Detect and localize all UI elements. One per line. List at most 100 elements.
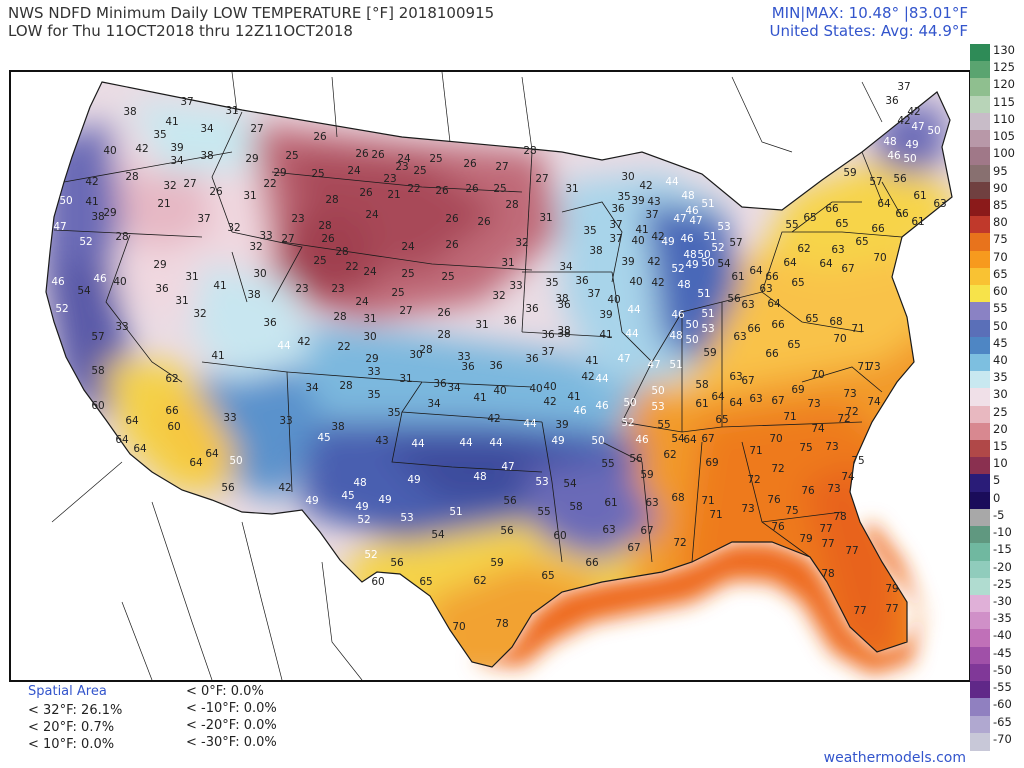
temperature-value-label: 51 — [697, 288, 710, 300]
temperature-value-label: 23 — [295, 283, 308, 295]
temperature-value-label: 36 — [503, 315, 517, 327]
temperature-value-label: 25 — [493, 183, 506, 195]
colorbar-tick-label: -50 — [993, 662, 1012, 677]
temperature-value-label: 68 — [671, 492, 684, 504]
temperature-value-label: 77 — [845, 545, 858, 557]
temperature-value-label: 26 — [435, 185, 449, 197]
temperature-value-label: 50 — [685, 334, 698, 346]
temperature-value-label: 64 — [683, 434, 697, 446]
temperature-value-label: 36 — [489, 360, 503, 372]
temperature-value-label: 50 — [927, 125, 940, 137]
temperature-value-label: 70 — [873, 252, 886, 264]
colorbar-segment — [970, 595, 990, 613]
temperature-value-label: 31 — [175, 295, 188, 307]
temperature-value-label: 35 — [387, 407, 400, 419]
temperature-value-label: 22 — [263, 178, 276, 190]
colorbar-segment — [970, 353, 990, 372]
colorbar-segment — [970, 233, 990, 252]
colorbar-segment — [970, 44, 990, 62]
temperature-value-label: 71 — [857, 361, 870, 373]
colorbar-tick-label: 120 — [993, 77, 1015, 92]
temperature-value-label: 26 — [463, 158, 477, 170]
temperature-value-label: 51 — [703, 231, 716, 243]
temperature-value-label: 30 — [621, 171, 634, 183]
temperature-value-label: 46 — [573, 405, 587, 417]
temperature-value-label: 76 — [767, 494, 781, 506]
temperature-value-label: 38 — [557, 325, 570, 337]
temperature-value-label: 39 — [599, 309, 612, 321]
colorbar-segment — [970, 474, 990, 493]
temperature-value-label: 54 — [563, 478, 577, 490]
temperature-value-label: 40 — [631, 235, 644, 247]
temperature-value-label: 36 — [575, 275, 589, 287]
temperature-value-label: 44 — [459, 437, 473, 449]
colorbar-segment — [970, 732, 990, 751]
temperature-value-label: 24 — [355, 296, 369, 308]
temperature-value-label: 38 — [247, 289, 260, 301]
temperature-value-label: 38 — [331, 421, 344, 433]
temperature-value-label: 43 — [375, 435, 388, 447]
temperature-value-label: 22 — [345, 261, 358, 273]
spatial-area-title: Spatial Area — [28, 684, 107, 699]
temperature-value-label: 64 — [783, 257, 797, 269]
temperature-value-label: 41 — [567, 391, 580, 403]
temperature-value-label: 65 — [419, 576, 432, 588]
temperature-value-label: 40 — [543, 381, 556, 393]
colorbar-segment — [970, 526, 990, 544]
temperature-value-label: 25 — [391, 287, 404, 299]
temperature-value-label: 50 — [685, 319, 698, 331]
temperature-value-label: 42 — [85, 176, 98, 188]
temperature-value-label: 64 — [125, 415, 139, 427]
temperature-value-label: 55 — [657, 419, 670, 431]
temperature-value-label: 66 — [165, 405, 179, 417]
gulf-warm-band — [472, 522, 922, 674]
temperature-value-label: 56 — [221, 482, 235, 494]
colorbar-tick-label: -15 — [993, 542, 1012, 557]
temperature-value-label: 72 — [747, 474, 760, 486]
temperature-value-label: 33 — [509, 280, 522, 292]
temperature-value-label: 39 — [631, 195, 644, 207]
temperature-value-label: 65 — [805, 313, 818, 325]
temperature-value-label: 32 — [249, 241, 262, 253]
colorbar-tick-label: 35 — [993, 370, 1008, 385]
temperature-value-label: 72 — [837, 413, 850, 425]
temperature-value-label: 74 — [841, 471, 855, 483]
colorbar-tick-label: 55 — [993, 301, 1008, 316]
temperature-value-label: 55 — [601, 458, 614, 470]
temperature-value-label: 24 — [347, 165, 361, 177]
temperature-value-label: 71 — [851, 323, 864, 335]
state-borders — [45, 81, 953, 668]
colorbar-tick-label: 130 — [993, 43, 1015, 57]
temperature-value-label: 72 — [673, 537, 686, 549]
temperature-value-label: 63 — [831, 244, 844, 256]
temperature-value-label: 29 — [153, 259, 166, 271]
temperature-value-label: 46 — [595, 400, 609, 412]
temperature-value-label: 61 — [695, 398, 708, 410]
temperature-value-label: 31 — [243, 190, 256, 202]
colorbar-segment — [970, 715, 990, 734]
colorbar-segment — [970, 112, 990, 131]
colorbar-tick-label: -65 — [993, 714, 1012, 729]
colorbar-tick-label: 45 — [993, 335, 1008, 350]
temperature-value-label: 49 — [378, 494, 391, 506]
temperature-value-label: 72 — [845, 406, 858, 418]
temperature-value-label: 61 — [913, 190, 926, 202]
temperature-value-label: 41 — [585, 355, 598, 367]
temperature-value-label: 45 — [317, 432, 330, 444]
temperature-value-label: 51 — [669, 359, 682, 371]
temperature-value-label: 74 — [811, 423, 825, 435]
temperature-value-label: 56 — [500, 525, 514, 537]
temperature-value-label: 73 — [741, 503, 754, 515]
temperature-value-label: 64 — [749, 265, 763, 277]
temperature-value-label: 61 — [731, 271, 744, 283]
colorbar-segment — [970, 577, 990, 596]
temperature-value-label: 32 — [492, 290, 505, 302]
colorbar-segment — [970, 319, 990, 338]
credit-link[interactable]: weathermodels.com — [823, 750, 966, 766]
temperature-value-label: 77 — [885, 603, 898, 615]
temperature-value-label: 46 — [93, 273, 107, 285]
temperature-value-label: 67 — [640, 525, 653, 537]
temperature-value-label: 73 — [825, 441, 838, 453]
temperature-value-label: 44 — [277, 340, 291, 352]
temperature-value-label: 25 — [313, 255, 326, 267]
